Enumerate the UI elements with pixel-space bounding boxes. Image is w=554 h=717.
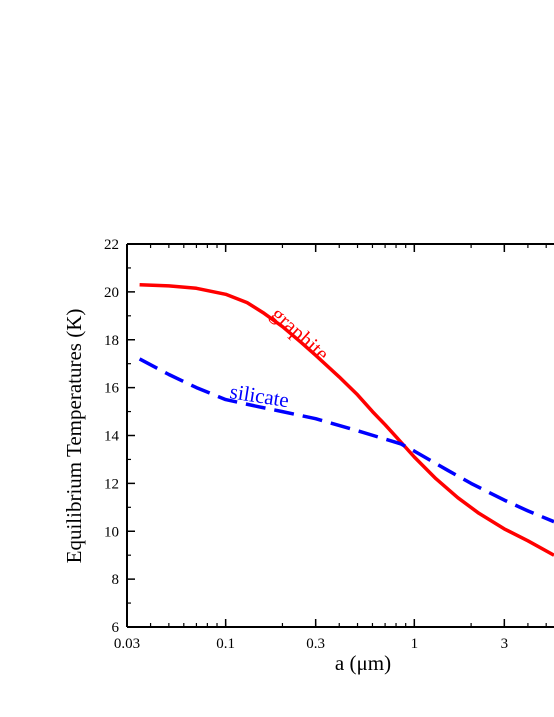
x-tick-label: 0.1 <box>216 636 235 652</box>
series-line-graphite <box>139 282 554 557</box>
y-axis-title: Equilibrium Temperatures (K) <box>62 309 86 564</box>
x-tick-label: 1 <box>411 636 419 652</box>
plot-area: 6 8 10 12 14 16 18 20 22 0.03 0.1 0.3 1 3 <box>104 237 554 652</box>
y-tick-label: 20 <box>104 285 119 301</box>
y-tick-label: 18 <box>104 333 119 349</box>
x-tick-label: 0.3 <box>306 636 325 652</box>
ticks: 6 8 10 12 14 16 18 20 22 0.03 0.1 0.3 1 3 <box>104 237 547 652</box>
series-lines <box>138 282 554 557</box>
y-tick-label: 22 <box>104 237 119 253</box>
x-axis-title: a (μm) <box>335 651 391 675</box>
x-tick-label: 0.03 <box>114 636 140 652</box>
series-label-silicate: silicate <box>228 379 291 412</box>
y-tick-label: 6 <box>112 620 120 636</box>
y-tick-label: 8 <box>112 572 120 588</box>
series-label-graphite: graphite <box>267 302 334 366</box>
y-tick-label: 12 <box>104 476 119 492</box>
x-tick-label: 3 <box>501 636 509 652</box>
series-line-silicate <box>138 357 554 524</box>
y-tick-label: 14 <box>104 429 120 445</box>
y-tick-label: 16 <box>104 381 120 397</box>
y-tick-label: 10 <box>104 524 119 540</box>
